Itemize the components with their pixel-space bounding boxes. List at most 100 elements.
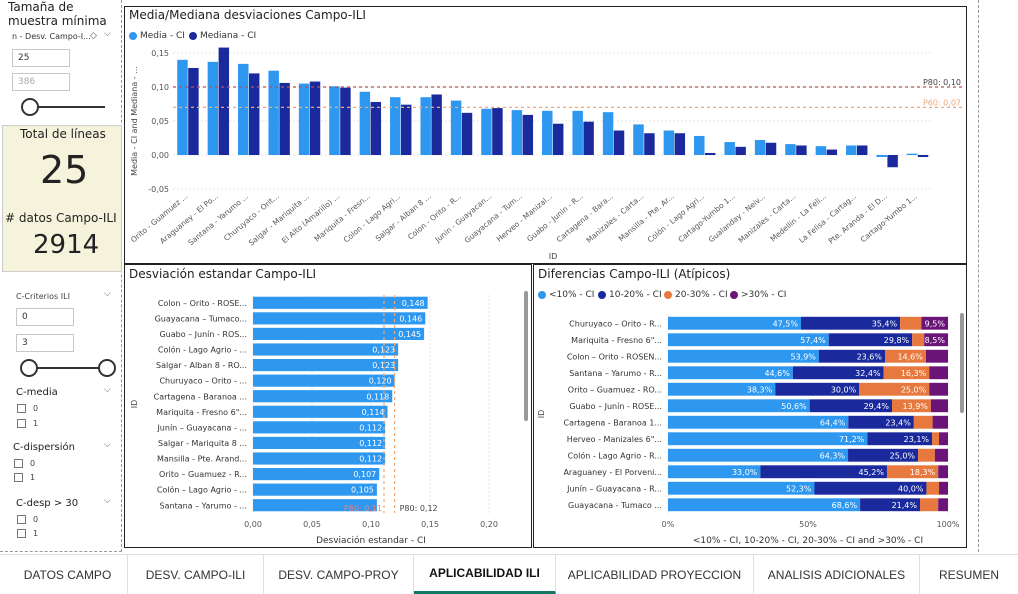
data-label: 23,6%: [857, 353, 883, 362]
bar-mediana: [249, 73, 260, 155]
data-label: 29,4%: [864, 402, 890, 411]
bar-mediana: [492, 108, 503, 155]
bar-segment-20-30: [892, 399, 931, 413]
data-label: 64,3%: [820, 452, 846, 461]
bar-segment-lt10: [668, 382, 776, 396]
bar-segment-20-30: [918, 448, 935, 462]
bar-segment-lt10: [668, 349, 819, 363]
x-tick-label: Medellin - La Feli...: [769, 192, 828, 244]
cdisp-checkbox-0[interactable]: [14, 459, 23, 468]
bar: [253, 499, 377, 512]
data-label: 21,4%: [892, 501, 918, 510]
tab-aplicabilidad-proyeccion[interactable]: APLICABILIDAD PROYECCION: [556, 555, 754, 594]
chevron-down-icon[interactable]: ⌵: [104, 29, 111, 39]
bar-mediana: [644, 133, 655, 155]
data-label: 0,112: [359, 439, 382, 448]
data-label: 25,0%: [901, 386, 927, 395]
x-tick-label: Colon - Lago Agri...: [342, 192, 403, 245]
bar-segment-10-20: [792, 366, 884, 380]
data-label: 13,9%: [902, 402, 928, 411]
x-tick-label: 100%: [937, 520, 960, 529]
tab-analisis-adicionales[interactable]: ANALISIS ADICIONALES: [754, 555, 920, 594]
bar-segment-20-30: [913, 415, 933, 429]
criterios-slider-max-thumb[interactable]: [98, 359, 116, 377]
cmedia-checkbox-1[interactable]: [17, 419, 26, 428]
tab-datos-campo[interactable]: DATOS CAMPO: [8, 555, 128, 594]
bar-mediana: [431, 94, 442, 155]
cdesp-checkbox-1[interactable]: [17, 529, 26, 538]
criterios-label: C-Criterios ILI: [16, 292, 70, 301]
y-tick-label: Guabo – Junín - ROSE...: [569, 402, 662, 411]
criterios-max-input[interactable]: 3: [16, 334, 74, 352]
legend-media[interactable]: Media - CI: [129, 31, 185, 41]
cmedia-checkbox-0[interactable]: [17, 404, 26, 413]
data-label: 53,9%: [790, 353, 816, 362]
chevron-down-icon[interactable]: ⌵: [104, 440, 111, 450]
x-tick-label: Guayacana - Tum...: [463, 192, 524, 245]
x-tick-label: Herveo - Manizal...: [495, 192, 555, 244]
sample-filter-label[interactable]: n - Desv. Campo-I...: [12, 32, 91, 41]
bar-media: [329, 86, 340, 155]
data-label: 38,3%: [747, 386, 773, 395]
tab-resumen[interactable]: RESUMEN: [938, 567, 999, 582]
eraser-icon[interactable]: ◇: [90, 31, 97, 41]
legend-20-30[interactable]: 20-30% - CI: [664, 290, 728, 300]
tab-desv-campo-proy[interactable]: DESV. CAMPO-PROY: [264, 555, 414, 594]
data-label: 14,6%: [897, 353, 923, 362]
bar-segment-gt30: [921, 316, 948, 330]
bar-segment-gt30: [939, 481, 948, 495]
desviacion-estandar-chart[interactable]: Desviación estandar Campo-ILI 0,00 0,05 0,…: [124, 264, 532, 548]
criterios-slider-min-thumb[interactable]: [20, 359, 38, 377]
sample-min-input[interactable]: 25: [12, 49, 70, 67]
datos-value: 2914: [33, 230, 100, 260]
legend-mediana[interactable]: Mediana - CI: [189, 31, 256, 41]
bar-segment-20-30: [883, 366, 930, 380]
criterios-min-input[interactable]: 0: [16, 308, 74, 326]
legend-10-20[interactable]: 10-20% - CI: [598, 290, 662, 300]
diferencias-chart[interactable]: Diferencias Campo-ILI (Atípicos) <10% - …: [533, 264, 967, 548]
criterios-slider-track[interactable]: [28, 367, 108, 369]
legend-lt10-label: <10% - CI: [549, 290, 595, 300]
data-label: 32,4%: [855, 369, 881, 378]
tab-desv-campo-ili[interactable]: DESV. CAMPO-ILI: [128, 555, 264, 594]
sample-max-input[interactable]: 386: [12, 73, 70, 91]
chevron-down-icon[interactable]: ⌵: [104, 289, 111, 299]
data-label: 40,0%: [898, 485, 924, 494]
cdesp-checkbox-0[interactable]: [17, 515, 26, 524]
cdisp-opt-1: 1: [30, 473, 36, 482]
legend-lt10[interactable]: <10% - CI: [538, 290, 594, 300]
sample-size-title: Tamaña de muestra mínima: [8, 0, 107, 28]
y-tick-label: Churuyaco – Orito - R...: [569, 320, 662, 329]
bar-segment-gt30: [938, 465, 948, 479]
bar-mediana: [705, 152, 716, 155]
sample-slider-thumb[interactable]: [21, 98, 39, 116]
x-axis-label: <10% - CI, 10-20% - CI, 20-30% - CI and …: [693, 536, 923, 546]
chevron-down-icon[interactable]: ⌵: [104, 496, 111, 506]
chevron-down-icon[interactable]: ⌵: [104, 385, 111, 395]
tab-aplicabilidad-ili[interactable]: APLICABILIDAD ILI: [414, 555, 556, 594]
bar-mediana: [370, 101, 382, 155]
bar-mediana: [188, 67, 199, 155]
diferencias-plot[interactable]: 0% 50% 100% 47,5% 35,4% 9,5% Churuyaco – Orito…: [534, 305, 966, 547]
legend-dot-mediana: [189, 31, 197, 40]
y-tick-label: Salgar - Mariquita 8 ...: [158, 439, 247, 448]
legend-gt30[interactable]: >30% - CI: [730, 290, 786, 300]
bar-media: [815, 146, 827, 155]
y-tick-label: Mansilla - Pte. Arand...: [157, 455, 247, 464]
total-lines-card: [2, 125, 122, 272]
bar-segment-lt10: [668, 366, 793, 380]
bar-mediana: [340, 87, 351, 155]
sample-slider-track[interactable]: [22, 106, 105, 108]
bar-mediana: [553, 123, 564, 155]
desviacion-plot[interactable]: 0,00 0,05 0,10 0,15 0,20 Colon – Orito - ROSE…: [125, 285, 531, 547]
cdesp-opt-1: 1: [33, 529, 39, 538]
media-mediana-chart[interactable]: Media/Mediana desviaciones Campo-ILI Med…: [124, 6, 967, 264]
data-label: 0,112: [359, 423, 382, 432]
cdisp-checkbox-1[interactable]: [14, 473, 23, 482]
bar-segment-20-30: [886, 465, 939, 479]
bar-segment-20-30: [912, 333, 925, 347]
bar-mediana: [613, 130, 625, 155]
cdesp-label: C-desp > 30: [16, 498, 79, 509]
bar-mediana: [218, 47, 230, 155]
